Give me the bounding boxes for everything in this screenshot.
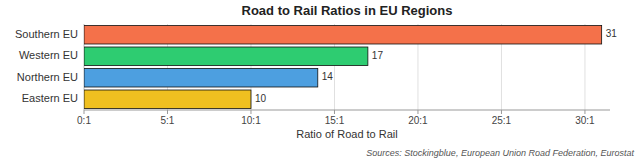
x-axis-label: Ratio of Road to Rail <box>296 128 398 140</box>
tick-label: 20:1 <box>408 115 428 126</box>
tick-label: 5:1 <box>161 115 175 126</box>
tick-label: 25:1 <box>492 115 512 126</box>
tick-mark <box>417 110 418 114</box>
tick-label: 15:1 <box>325 115 345 126</box>
bar <box>84 47 368 65</box>
tick-mark <box>167 110 168 114</box>
data-label: 17 <box>372 50 384 61</box>
labels: Southern EU 31 Western EU 17 Northern EU 14 Ea… <box>15 28 617 105</box>
tick-mark <box>584 110 585 114</box>
chart-svg: Road to Rail Ratios in EU Regions 0:1 5:1 1… <box>0 0 640 160</box>
category-label: Northern EU <box>17 71 78 83</box>
tick-label: 30:1 <box>575 115 595 126</box>
tick-mark <box>250 110 251 114</box>
data-label: 14 <box>322 71 334 82</box>
tick-mark <box>334 110 335 114</box>
x-axis: 0:1 5:1 10:1 15:1 20:1 25:1 30:1 <box>77 110 610 126</box>
category-label: Southern EU <box>15 28 78 40</box>
tick-mark <box>84 110 85 114</box>
data-label: 10 <box>255 93 267 104</box>
category-label: Western EU <box>19 49 78 61</box>
annotation: Sources: Stockingblue, European Union Ro… <box>366 148 634 158</box>
title: Road to Rail Ratios in EU Regions <box>242 3 453 18</box>
bars <box>84 26 602 109</box>
bar <box>84 90 251 108</box>
bar <box>84 69 318 87</box>
data-label: 31 <box>606 28 618 39</box>
tick-label: 10:1 <box>241 115 261 126</box>
chart-container: Road to Rail Ratios in EU Regions 0:1 5:1 1… <box>0 0 640 160</box>
x-axis-line <box>84 110 610 111</box>
tick-label: 0:1 <box>77 115 91 126</box>
bar <box>84 26 602 44</box>
tick-mark <box>501 110 502 114</box>
category-label: Eastern EU <box>22 92 78 104</box>
